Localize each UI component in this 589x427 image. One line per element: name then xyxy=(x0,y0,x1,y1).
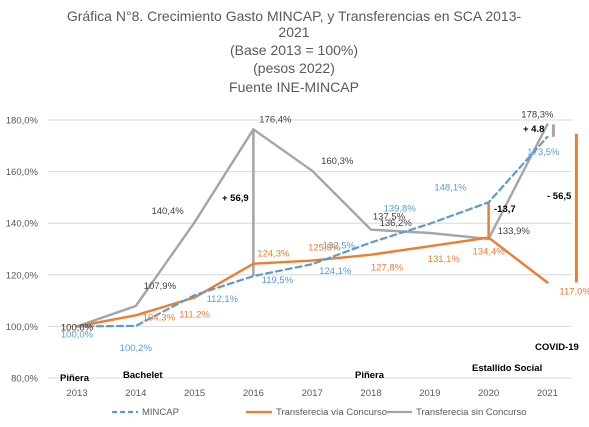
data-label-1-1: 104,3% xyxy=(143,312,176,323)
legend-label-0: MINCAP xyxy=(142,407,179,418)
annotation-lines xyxy=(252,124,578,283)
y-tick-label: 80,0% xyxy=(11,374,38,385)
data-label-1-0: 100,0% xyxy=(61,322,94,333)
x-tick-label: 2018 xyxy=(360,388,381,399)
data-label-0-6: 139,8% xyxy=(384,204,417,215)
x-tick-label: 2016 xyxy=(243,388,264,399)
data-label-1-7: 134,4% xyxy=(472,247,505,258)
x-tick-label: 2015 xyxy=(184,388,205,399)
data-label-0-0: 100,0% xyxy=(61,329,94,340)
annotation-event: Estallido Social xyxy=(472,363,542,374)
chart-title-line: Gráfica N°8. Crecimiento Gasto MINCAP, y… xyxy=(67,8,522,24)
data-label-0-1: 100,2% xyxy=(120,343,153,354)
x-tick-label: 2021 xyxy=(537,388,558,399)
data-label-2-1: 107,9% xyxy=(144,281,177,292)
data-label-0-3: 119,5% xyxy=(262,275,294,286)
y-tick-label: 100,0% xyxy=(6,322,39,333)
data-label-2-8: 178,3% xyxy=(521,109,554,120)
annotation-delta: - 56,5 xyxy=(547,191,572,202)
data-label-2-6: 136,2% xyxy=(380,218,413,229)
data-label-2-4: 160,3% xyxy=(321,156,354,167)
data-label-1-3: 124,3% xyxy=(257,249,290,260)
series-line-1 xyxy=(75,236,549,328)
data-label-0-2: 112,1% xyxy=(207,294,239,305)
x-tick-label: 2020 xyxy=(478,388,499,399)
data-label-2-3: 176,4% xyxy=(259,114,292,125)
data-label-0-8: 173,5% xyxy=(527,147,560,158)
chart-title: Gráfica N°8. Crecimiento Gasto MINCAP, y… xyxy=(67,8,522,95)
y-tick-label: 140,0% xyxy=(6,219,39,230)
annotation-delta: -13,7 xyxy=(494,204,516,215)
data-label-2-5: 137,5% xyxy=(373,212,406,223)
data-label-1-2: 111,2% xyxy=(179,310,210,321)
annotation-period: Piñera xyxy=(60,373,90,384)
data-label-1-5: 127,8% xyxy=(371,263,404,274)
data-label-2-0: 100,0% xyxy=(61,322,94,333)
data-label-0-5: 132,5% xyxy=(323,241,356,252)
chart-title-line: (pesos 2022) xyxy=(253,60,335,76)
data-label-1-4: 125,5% xyxy=(308,243,341,254)
chart-title-line: (Base 2013 = 100%) xyxy=(230,42,358,58)
x-tick-label: 2013 xyxy=(66,388,87,399)
y-tick-label: 180,0% xyxy=(6,116,39,127)
data-label-2-7: 133,9% xyxy=(498,226,531,237)
x-tick-label: 2017 xyxy=(302,388,323,399)
series-line-2 xyxy=(75,123,549,328)
axes: 80,0% 100,0% 120,0% 140,0% 160,0% 180,0% 2013 2… xyxy=(6,116,558,400)
data-labels: 100,0% 100,2% 112,1% 119,5% 124,1% 132,5% 139,… xyxy=(61,109,589,353)
series-line-0 xyxy=(75,135,549,328)
annotation-period: Piñera xyxy=(355,370,385,381)
x-tick-label: 2014 xyxy=(125,388,146,399)
legend: MINCAP Transferecia vía Concurso Transfere… xyxy=(112,407,527,418)
series-lines xyxy=(75,123,549,328)
annotation-delta: + 4.8 xyxy=(523,124,544,135)
annotation-event: COVID-19 xyxy=(535,342,579,353)
gridlines xyxy=(48,119,572,379)
data-label-0-7: 148,1% xyxy=(434,182,467,193)
y-tick-label: 120,0% xyxy=(6,270,39,281)
data-label-0-4: 124,1% xyxy=(319,266,352,277)
data-label-2-2: 140,4% xyxy=(151,206,184,217)
legend-label-1: Transferecia vía Concurso xyxy=(276,407,387,418)
annotation-delta: + 56,9 xyxy=(222,193,249,204)
data-label-1-6: 131,1% xyxy=(428,254,461,265)
annotations: + 56,9 -13,7 + 4.8 - 56,5 Piñera Bachelet Piñe… xyxy=(60,124,579,384)
legend-label-2: Transferecia sin Concurso xyxy=(416,407,527,418)
x-tick-label: 2019 xyxy=(419,388,440,399)
chart-title-line: Fuente INE-MINCAP xyxy=(229,79,359,95)
data-label-1-8: 117,0% xyxy=(559,287,589,298)
chart-title-line: 2021 xyxy=(278,24,309,40)
annotation-period: Bachelet xyxy=(123,370,163,381)
y-tick-label: 160,0% xyxy=(6,167,39,178)
